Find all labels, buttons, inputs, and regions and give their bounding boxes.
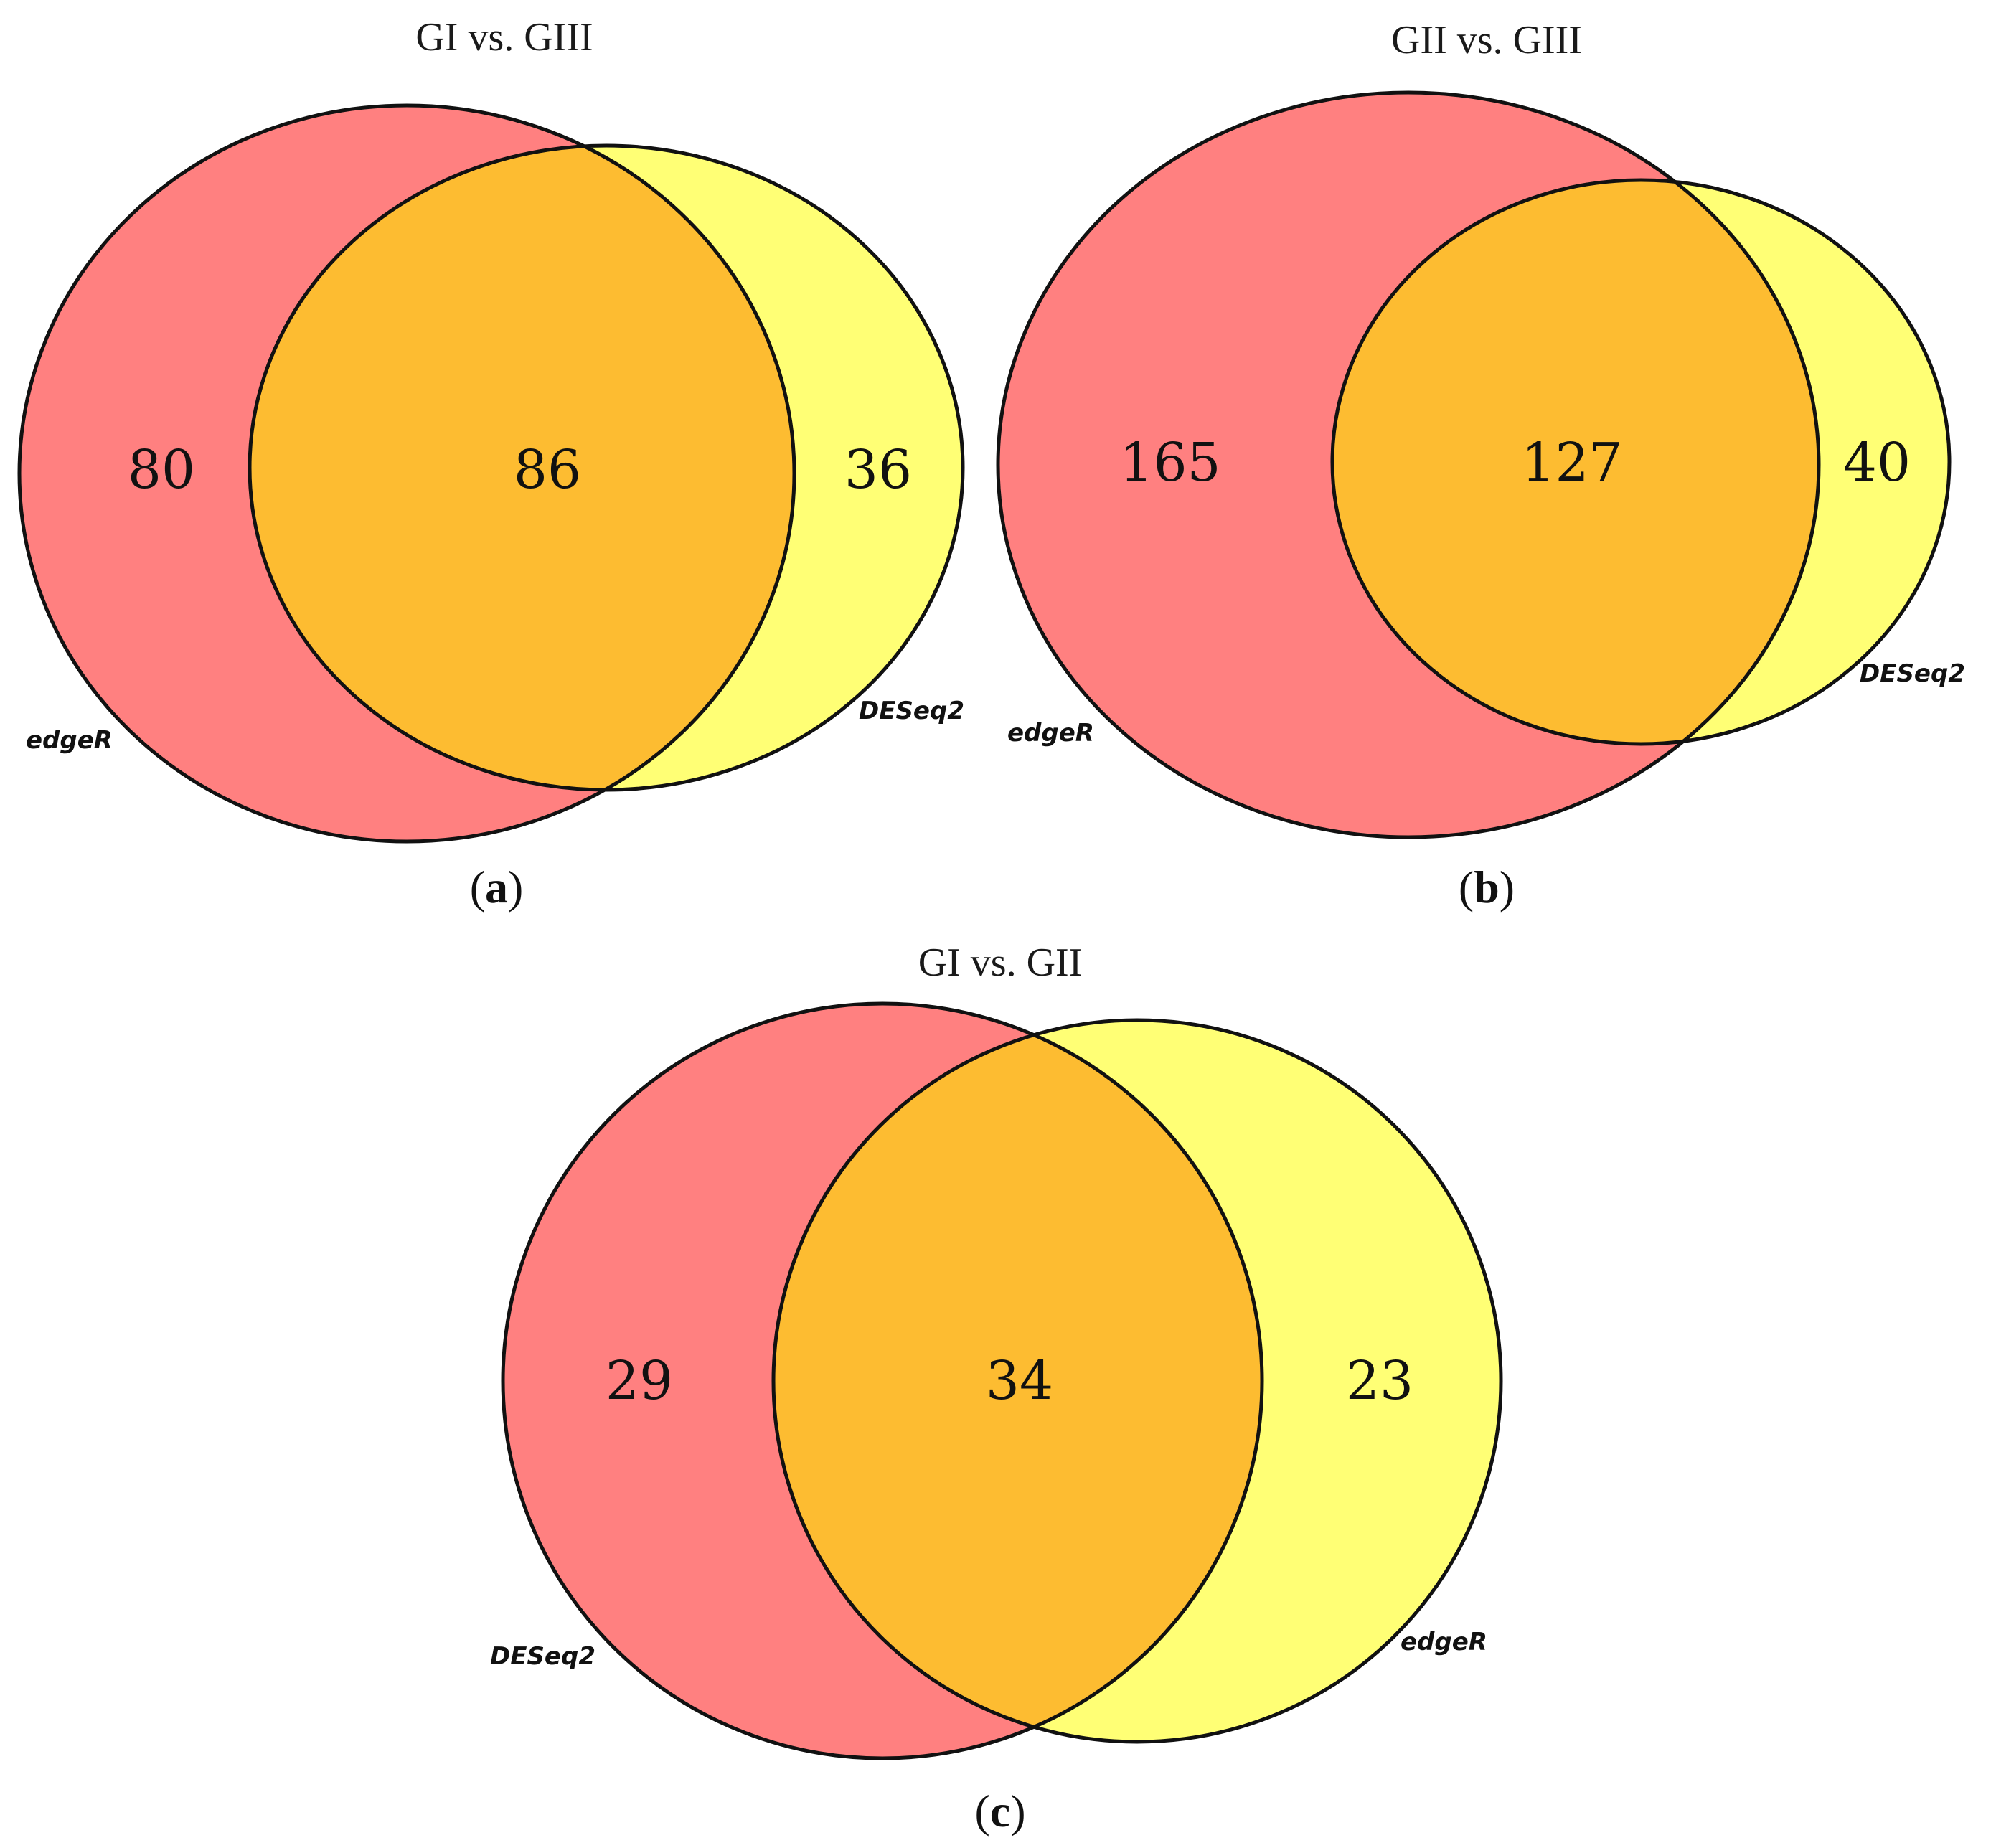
panel-b-left-set-outline [996, 90, 1821, 839]
panel-a-label: (a) [470, 862, 524, 913]
panel-b-right-set-outline [1330, 178, 1952, 746]
panel-c-overlap-region [773, 1020, 1262, 1742]
panel-b-overlap-count: 127 [1521, 432, 1622, 494]
panel-a-title: GI vs. GIII [415, 15, 593, 60]
panel-b-right-only-count: 40 [1843, 432, 1911, 494]
panel-a-left-only-count: 80 [128, 439, 195, 501]
panel-a-right-set-outline [248, 143, 965, 792]
venn-panel-b: GII vs. GIII 165 127 40 edgeR DESeq2 (b) [996, 18, 1965, 913]
panel-c-title: GI vs. GII [918, 940, 1083, 985]
panel-b-label: (b) [1459, 862, 1515, 913]
panel-b-title: GII vs. GIII [1391, 18, 1582, 62]
panel-a-overlap-count: 86 [514, 439, 581, 501]
panel-c-overlap-count: 34 [986, 1350, 1053, 1412]
panel-c-right-set-name: edgeR [1401, 1628, 1487, 1656]
panel-a-left-set-outline [17, 103, 796, 844]
panel-a-left-set-name: edgeR [26, 726, 113, 755]
venn-panel-a: GI vs. GIII 80 86 36 edgeR DESeq2 (a) [17, 15, 965, 913]
panel-a-right-only-count: 36 [844, 439, 912, 501]
panel-c-letter: c [990, 1786, 1010, 1837]
panel-c-left-only-count: 29 [606, 1350, 673, 1412]
panel-a-letter: a [485, 862, 508, 913]
panel-b-letter: b [1474, 862, 1500, 913]
panel-c-left-set-name: DESeq2 [490, 1642, 595, 1671]
panel-c-right-set-outline [771, 1018, 1503, 1744]
panel-c-label: (c) [974, 1786, 1025, 1837]
panel-b-right-set-name: DESeq2 [1860, 659, 1965, 688]
panel-b-left-set-name: edgeR [1007, 719, 1094, 748]
panel-c-left-set-outline [501, 1001, 1264, 1760]
panel-b-left-only-count: 165 [1119, 432, 1220, 494]
panel-a-right-set-name: DESeq2 [859, 697, 964, 725]
venn-panel-c: GI vs. GII 29 34 23 DESeq2 edgeR (c) [490, 940, 1503, 1837]
panel-c-right-only-count: 23 [1346, 1350, 1413, 1412]
